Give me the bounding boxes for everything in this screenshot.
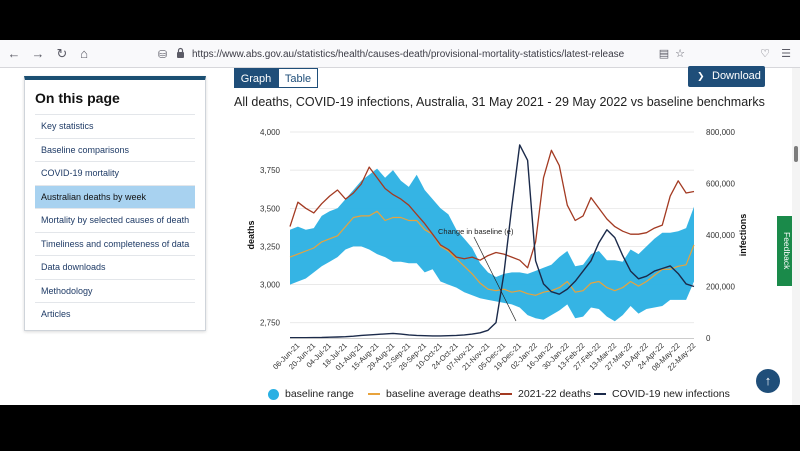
- page-scrollbar[interactable]: [792, 68, 800, 405]
- annotation-pointer: [473, 236, 517, 322]
- page-content: On this page Key statistics Baseline comp…: [0, 66, 800, 405]
- y-tick-label: 3,500: [260, 204, 281, 213]
- sidebar-list: Key statistics Baseline comparisons COVID-…: [25, 114, 205, 326]
- y2-tick-label: 600,000: [706, 180, 735, 189]
- legend-item-2021-22-deaths[interactable]: 2021-22 deaths: [500, 386, 591, 402]
- bookmark-star-icon[interactable]: ☆: [675, 48, 685, 60]
- legend-swatch-2021-22-deaths: [500, 393, 512, 396]
- sidebar-item[interactable]: Timeliness and completeness of data: [35, 231, 195, 256]
- legend-swatch-baseline-range: [268, 388, 279, 400]
- sidebar-item[interactable]: Australian deaths by week: [35, 184, 195, 208]
- covid-infections-line: [290, 144, 695, 339]
- table-tab[interactable]: Table: [278, 68, 318, 88]
- baseline-change-annotation: Change in baseline (e): [438, 227, 514, 236]
- on-this-page-nav: On this page Key statistics Baseline comp…: [24, 76, 206, 331]
- y-tick-label: 4,000: [260, 128, 281, 137]
- legend-label-2021-22-deaths: 2021-22 deaths: [518, 388, 591, 400]
- home-icon[interactable]: ⌂: [80, 46, 88, 61]
- scroll-to-top-button[interactable]: ↑: [756, 369, 780, 393]
- address-bar[interactable]: ⛁ https://www.abs.gov.au/statistics/heal…: [158, 46, 698, 64]
- chart-title: All deaths, COVID-19 infections, Austral…: [234, 95, 765, 109]
- legend-item-covid-infections[interactable]: COVID-19 new infections: [594, 386, 730, 402]
- forward-icon[interactable]: →: [31, 46, 45, 61]
- shield-icon[interactable]: ⛁: [158, 49, 168, 61]
- legend-label-baseline-range: baseline range: [285, 388, 354, 400]
- y2-tick-label: 0: [706, 334, 711, 343]
- y2-tick-label: 800,000: [706, 128, 735, 137]
- download-button[interactable]: ❯ Download: [688, 66, 765, 87]
- window-bottom-band: [0, 405, 800, 451]
- baseline-range-band: [290, 168, 694, 322]
- legend-label-covid-infections: COVID-19 new infections: [612, 388, 730, 400]
- reader-view-icon[interactable]: ▤: [658, 48, 670, 60]
- browser-toolbar: ← → ↻ ⌂: [0, 40, 800, 68]
- y-axis-label: deaths: [246, 220, 256, 249]
- sidebar-title: On this page: [35, 90, 120, 106]
- y-tick-label: 2,750: [260, 319, 281, 328]
- url-text: https://www.abs.gov.au/statistics/health…: [192, 49, 625, 60]
- reload-icon[interactable]: ↻: [56, 46, 68, 61]
- sidebar-item[interactable]: Baseline comparisons: [35, 137, 195, 162]
- chevron-down-icon: ❯: [697, 71, 705, 81]
- menu-icon[interactable]: ☰: [781, 48, 791, 60]
- baseline-average-line: [289, 210, 695, 296]
- lock-icon[interactable]: [176, 47, 185, 58]
- legend-item-baseline-range[interactable]: baseline range: [268, 386, 354, 402]
- graph-tab[interactable]: Graph: [234, 68, 278, 88]
- sidebar-item[interactable]: Mortality by selected causes of death: [35, 208, 195, 232]
- y-tick-label: 3,750: [260, 166, 281, 175]
- window-top-band: [0, 0, 800, 40]
- y2-tick-label: 200,000: [706, 283, 735, 292]
- sidebar-item[interactable]: Methodology: [35, 278, 195, 303]
- deaths-2021-22-line: [289, 149, 695, 269]
- deaths-chart: 2,750 3,000 3,250 3,500 3,750 4,000 0 200,000 40…: [246, 128, 748, 373]
- sidebar-item[interactable]: Key statistics: [35, 114, 195, 138]
- scrollbar-thumb[interactable]: [794, 146, 798, 162]
- y-tick-label: 3,000: [260, 281, 281, 290]
- y-tick-label: 3,250: [260, 242, 281, 251]
- pocket-icon[interactable]: ♡: [760, 48, 770, 60]
- y2-axis-label: infections: [738, 214, 748, 257]
- sidebar-item[interactable]: Data downloads: [35, 255, 195, 279]
- y2-tick-label: 400,000: [706, 231, 735, 240]
- legend-swatch-baseline-average: [368, 393, 380, 396]
- legend-swatch-covid-infections: [594, 393, 606, 396]
- download-label: Download: [712, 70, 761, 82]
- chart-legend: baseline range baseline average deaths 2…: [268, 386, 738, 402]
- sidebar-item[interactable]: Articles: [35, 302, 195, 326]
- legend-item-baseline-average[interactable]: baseline average deaths: [368, 386, 500, 402]
- back-icon[interactable]: ←: [7, 46, 21, 61]
- legend-label-baseline-average: baseline average deaths: [386, 388, 501, 400]
- sidebar-item[interactable]: COVID-19 mortality: [35, 161, 195, 185]
